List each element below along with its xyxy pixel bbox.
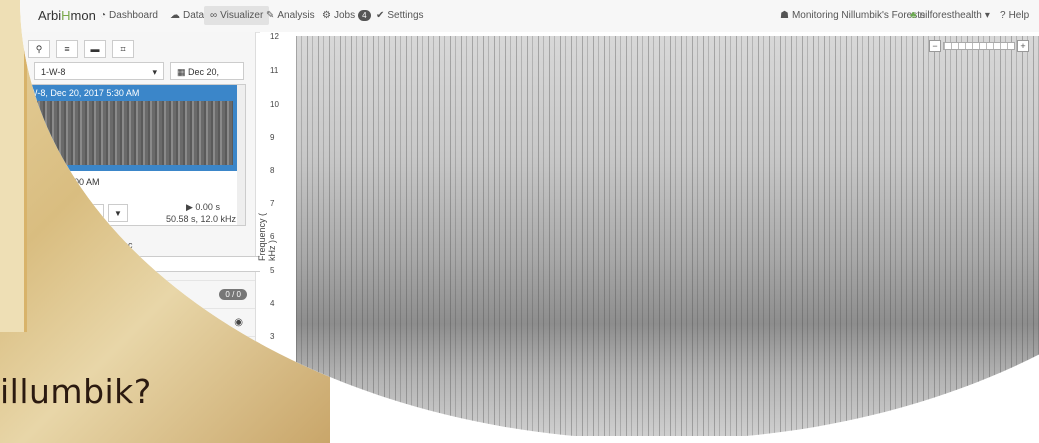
brand-text-suffix: mon <box>70 8 96 23</box>
filter-icon[interactable]: ▼ <box>108 204 128 222</box>
y-tick: 6 <box>270 232 275 241</box>
recording-list-scrollbar[interactable] <box>237 85 245 225</box>
date-select[interactable]: ▦ Dec 20, 2017 <box>170 62 244 95</box>
project-name: Monitoring Nillumbik's Forests <box>791 10 926 21</box>
nav-label: Settings <box>387 10 424 21</box>
nav-label: Dashboard <box>109 10 158 21</box>
pencil-icon: ✎ <box>266 10 275 21</box>
chart-icon[interactable]: ▬ <box>84 40 106 58</box>
y-tick: 7 <box>270 199 275 208</box>
top-nav: ArbiHmon ◔ Dashboard ☁ Data ∞ Visualizer ✎ A… <box>20 0 1039 33</box>
nav-analysis[interactable]: ✎ Analysis <box>266 10 315 21</box>
nav-dashboard[interactable]: ◔ Dashboard <box>100 10 158 21</box>
nav-label: Analysis <box>277 10 315 21</box>
y-tick: 10 <box>270 100 279 109</box>
slide-frame <box>0 0 27 332</box>
recording-label: W-8, Dec 20, 2017 5:30 AM <box>29 88 140 98</box>
calendar-icon: ▦ <box>177 67 186 77</box>
user-menu[interactable]: ♣ nilforesthealth ▾ <box>910 10 990 21</box>
zoom-slider[interactable] <box>943 42 1015 50</box>
nav-jobs[interactable]: ⚙ Jobs 4 <box>322 10 371 21</box>
list-icon[interactable]: ≡ <box>56 40 78 58</box>
y-tick: 12 <box>270 32 279 41</box>
nav-settings[interactable]: ✔ Settings <box>376 10 424 21</box>
y-tick: 11 <box>270 66 279 75</box>
dashboard-icon: ◔ <box>100 10 107 21</box>
slide-title: illumbik? <box>0 372 152 411</box>
nav-data[interactable]: ☁ Data <box>170 10 204 21</box>
brand-h: H <box>61 8 71 23</box>
jobs-count-badge: 4 <box>358 10 371 21</box>
spectrogram-view: Frequency ( kHz ) 12 11 10 9 8 7 6 5 4 3… <box>257 32 1039 440</box>
y-tick: 8 <box>270 166 275 175</box>
y-tick: 4 <box>270 299 275 308</box>
nav-visualizer[interactable]: ∞ Visualizer <box>204 6 270 25</box>
project-menu[interactable]: ☗ Monitoring Nillumbik's Forests <box>780 10 925 21</box>
caret-down-icon: ▾ <box>152 67 157 77</box>
binoculars-icon: ∞ <box>210 10 218 21</box>
wrench-icon: ✔ <box>376 10 385 21</box>
zoom-out-icon[interactable]: − <box>929 40 941 52</box>
time-readout: ▶ 0.00 s <box>186 202 220 212</box>
sitemap-icon: ☗ <box>780 10 789 21</box>
user-name: nilforesthealth <box>919 10 982 21</box>
cursor-readout: 50.58 s, 12.0 kHz <box>166 214 237 224</box>
question-icon: ? <box>1000 10 1006 21</box>
cogs-icon: ⚙ <box>322 10 331 21</box>
site-select[interactable]: 1-W-8 ▾ <box>34 62 164 80</box>
y-tick: 9 <box>270 133 275 142</box>
count-badge: 0 / 0 <box>219 289 247 300</box>
zoom-in-icon[interactable]: + <box>1017 40 1029 52</box>
brand-logo[interactable]: ArbiHmon <box>38 8 96 23</box>
panel-toolbar: ⚲ ≡ ▬ ⌗ <box>28 40 134 58</box>
nav-label: Data <box>183 10 205 21</box>
brand-text: Arbi <box>38 8 62 23</box>
spectrogram-canvas[interactable] <box>296 36 1039 436</box>
help-label: Help <box>1008 10 1030 21</box>
y-tick: 5 <box>270 266 275 275</box>
frame-icon[interactable]: ⌗ <box>112 40 134 58</box>
caret-down-icon: ▾ <box>984 10 990 21</box>
recording-item-selected[interactable]: W-8, Dec 20, 2017 5:30 AM <box>25 85 237 171</box>
zoom-control: − + <box>929 40 1029 52</box>
eye-icon[interactable]: ◉ <box>234 317 243 328</box>
nav-label: Visualizer <box>220 10 264 21</box>
cloud-icon: ☁ <box>170 10 180 21</box>
location-icon[interactable]: ⚲ <box>28 40 50 58</box>
recording-thumbnail <box>29 101 233 165</box>
tree-avatar-icon: ♣ <box>910 10 917 21</box>
y-tick: 3 <box>270 332 275 341</box>
nav-label: Jobs <box>333 10 356 21</box>
site-select-value: 1-W-8 <box>41 67 66 77</box>
help-link[interactable]: ? Help <box>1000 10 1029 21</box>
